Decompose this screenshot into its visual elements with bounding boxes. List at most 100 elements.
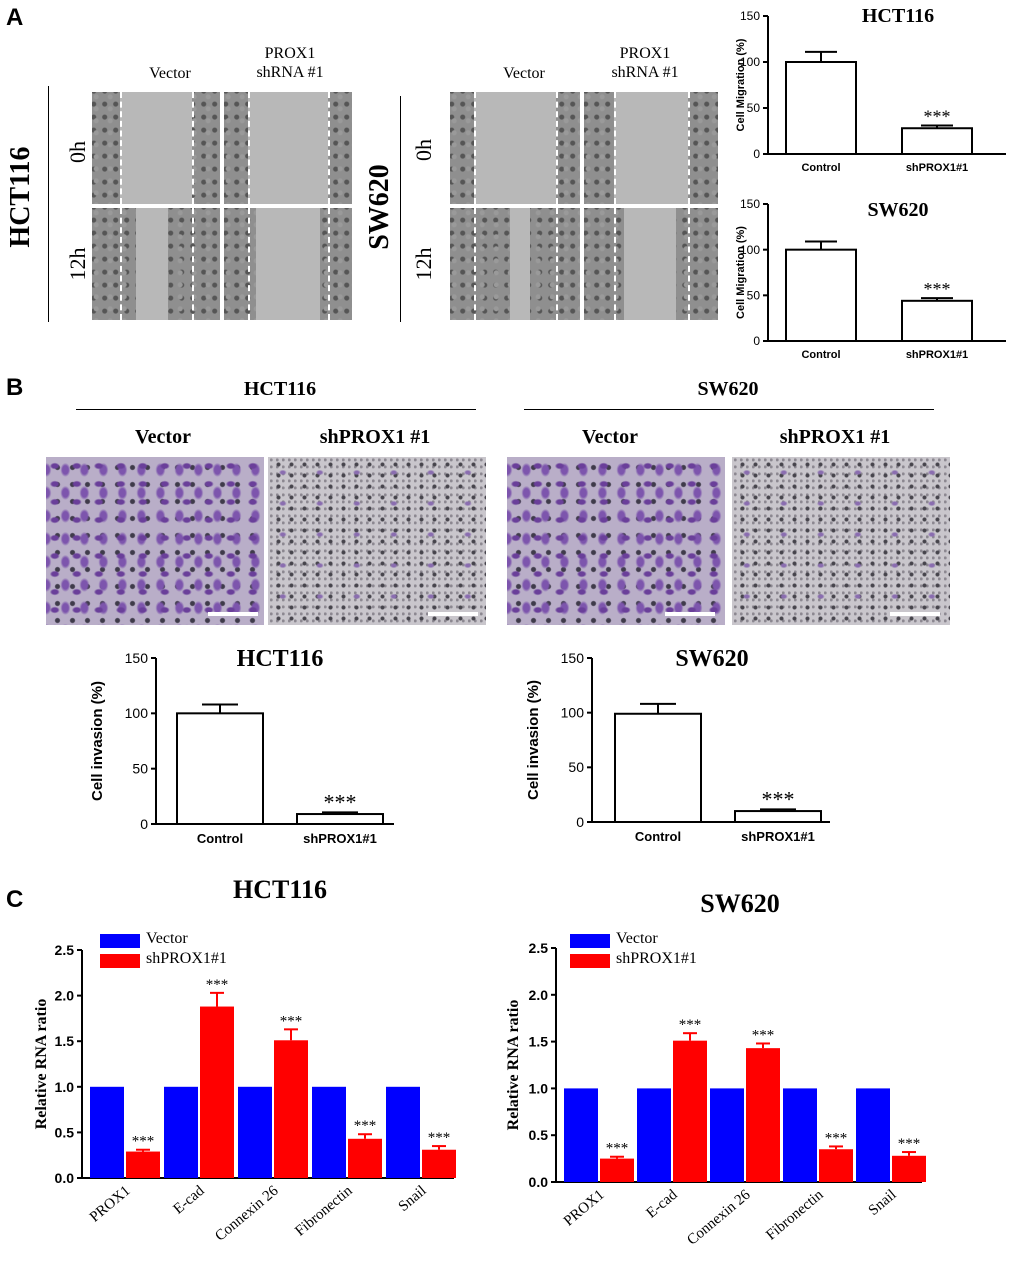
- significance-label: ***: [898, 1136, 921, 1152]
- y-tick-label: 0.0: [55, 1170, 75, 1186]
- bar-shprox1: [126, 1151, 160, 1178]
- significance-label: ***: [752, 1027, 775, 1043]
- x-tick-label: shPROX1#1: [906, 349, 968, 361]
- group-rule-hct116: [76, 409, 476, 410]
- micrograph-invasion-sw620-sh: [732, 457, 950, 625]
- bar-shprox1: [422, 1149, 456, 1178]
- bar-vector: [90, 1086, 124, 1178]
- bar-shprox1: [746, 1048, 780, 1182]
- chart-rna-hct116: HCT116 0.0 0.5 1.0 1.5 2.0 2.5 Relative RNA rat…: [33, 875, 456, 1245]
- y-tick-label: 1.0: [529, 1080, 549, 1096]
- micrograph-hct116-sh-0h: [224, 92, 352, 204]
- y-axis-label: Cell invasion (%): [525, 680, 542, 800]
- x-tick-label: Snail: [396, 1183, 430, 1215]
- legend-swatch-sh: [100, 954, 140, 968]
- bar-vector: [164, 1086, 198, 1178]
- bar-shprox1-1: [734, 810, 822, 823]
- bar-control: [785, 248, 857, 343]
- y-tick-label: 100: [561, 705, 585, 721]
- bar-shprox1: [600, 1158, 634, 1182]
- bar-shprox1-1: [901, 299, 973, 342]
- group-title-sw620: SW620: [697, 378, 759, 400]
- y-tick-label: 50: [132, 761, 148, 777]
- y-axis-label: Cell Migration (%): [735, 38, 747, 131]
- y-tick-label: 0.0: [529, 1174, 549, 1190]
- x-tick-label: E-cad: [170, 1182, 207, 1217]
- col-header-vector-sw: Vector: [503, 65, 545, 82]
- chart-migration-sw620: SW620 0 50 100 150 Cell Migration (%) Control s…: [735, 197, 1006, 361]
- chart-title: SW620: [700, 889, 779, 918]
- chart-migration-hct116: HCT116 0 50 100 150 Cell Migration (%) Control…: [735, 5, 1006, 174]
- significance-label: ***: [825, 1130, 848, 1146]
- y-tick-label: 0: [753, 147, 760, 161]
- chart-title: SW620: [675, 646, 748, 672]
- chart-rna-sw620: SW620 0.0 0.5 1.0 1.5 2.0 2.5 Relative RNA rati…: [505, 889, 926, 1249]
- x-tick-label: Control: [801, 162, 840, 174]
- micrograph-invasion-sw620-vector: [507, 457, 725, 625]
- significance-label: ***: [428, 1130, 451, 1146]
- scale-bar: [665, 612, 715, 616]
- significance-label: ***: [206, 977, 229, 993]
- y-tick-label: 0: [140, 816, 148, 832]
- col-header-vector-b-sw: Vector: [582, 426, 638, 448]
- y-tick-label: 1.5: [529, 1034, 549, 1050]
- x-tick-label: shPROX1#1: [741, 829, 815, 844]
- panel-label-b: B: [6, 374, 24, 401]
- group-rule-sw620: [524, 409, 934, 410]
- bar-vector: [238, 1086, 272, 1178]
- y-tick-label: 150: [740, 197, 760, 211]
- x-tick-label: shPROX1#1: [906, 162, 968, 174]
- y-axis-label: Relative RNA ratio: [33, 999, 50, 1130]
- col-header-vector: Vector: [149, 65, 191, 82]
- row-label-hct116: HCT116: [5, 146, 36, 248]
- chart-title: SW620: [867, 199, 928, 221]
- chart-title: HCT116: [862, 5, 934, 27]
- significance-label: ***: [324, 789, 357, 814]
- bar-shprox1: [274, 1040, 308, 1178]
- group-title-hct116: HCT116: [243, 378, 317, 400]
- row-label-sw620: SW620: [364, 164, 395, 250]
- y-axis-label: Cell invasion (%): [89, 681, 106, 801]
- y-tick-label: 50: [747, 101, 761, 115]
- y-tick-label: 100: [740, 243, 760, 257]
- panel-label-c: C: [6, 886, 24, 913]
- micrograph-sw620-vector-12h: [450, 208, 580, 320]
- x-tick-label: E-cad: [643, 1186, 680, 1221]
- panel-label-a: A: [6, 4, 24, 31]
- y-tick-label: 150: [125, 650, 149, 666]
- y-tick-label: 1.0: [55, 1079, 75, 1095]
- legend-label-sh-sw: shPROX1#1: [616, 950, 697, 967]
- chart-invasion-hct116: HCT116 0 50 100 150 Cell invasion (%) Control s…: [89, 646, 394, 846]
- bar-shprox1: [348, 1138, 382, 1178]
- micrograph-hct116-vector-12h: [92, 208, 220, 320]
- y-tick-label: 2.5: [55, 942, 75, 958]
- x-tick-label: Fibronectin: [763, 1186, 827, 1243]
- bar-vector: [856, 1088, 890, 1182]
- legend-swatch-vector: [100, 934, 140, 948]
- col-header-shrna-line2: shRNA #1: [256, 64, 324, 81]
- y-tick-label: 0.5: [55, 1124, 75, 1140]
- y-tick-label: 1.5: [55, 1033, 75, 1049]
- bar-shprox1-1: [296, 813, 384, 825]
- y-tick-label: 2.0: [529, 987, 549, 1003]
- y-axis-label: Relative RNA ratio: [505, 1000, 522, 1131]
- y-tick-label: 100: [740, 55, 760, 69]
- x-tick-label: Connexin 26: [212, 1182, 282, 1244]
- chart-title: HCT116: [233, 875, 327, 904]
- chart-invasion-sw620: SW620 0 50 100 150 Cell invasion (%) Control sh…: [525, 646, 830, 844]
- row-divider-sw620: [400, 96, 401, 322]
- legend-swatch-sh-sw: [570, 954, 610, 968]
- y-tick-label: 50: [747, 289, 761, 303]
- bar-vector: [637, 1088, 671, 1182]
- bar-vector: [783, 1088, 817, 1182]
- row-label-12h: 12h: [65, 247, 90, 281]
- x-tick-label: Fibronectin: [292, 1182, 356, 1239]
- x-tick-label: shPROX1#1: [303, 831, 377, 846]
- bar-shprox1: [892, 1155, 926, 1182]
- row-label-12h-sw: 12h: [411, 247, 436, 281]
- bar-vector: [710, 1088, 744, 1182]
- legend-swatch-vector-sw: [570, 934, 610, 948]
- row-divider-hct116: [48, 86, 49, 322]
- y-tick-label: 150: [561, 650, 585, 666]
- scale-bar: [890, 612, 940, 616]
